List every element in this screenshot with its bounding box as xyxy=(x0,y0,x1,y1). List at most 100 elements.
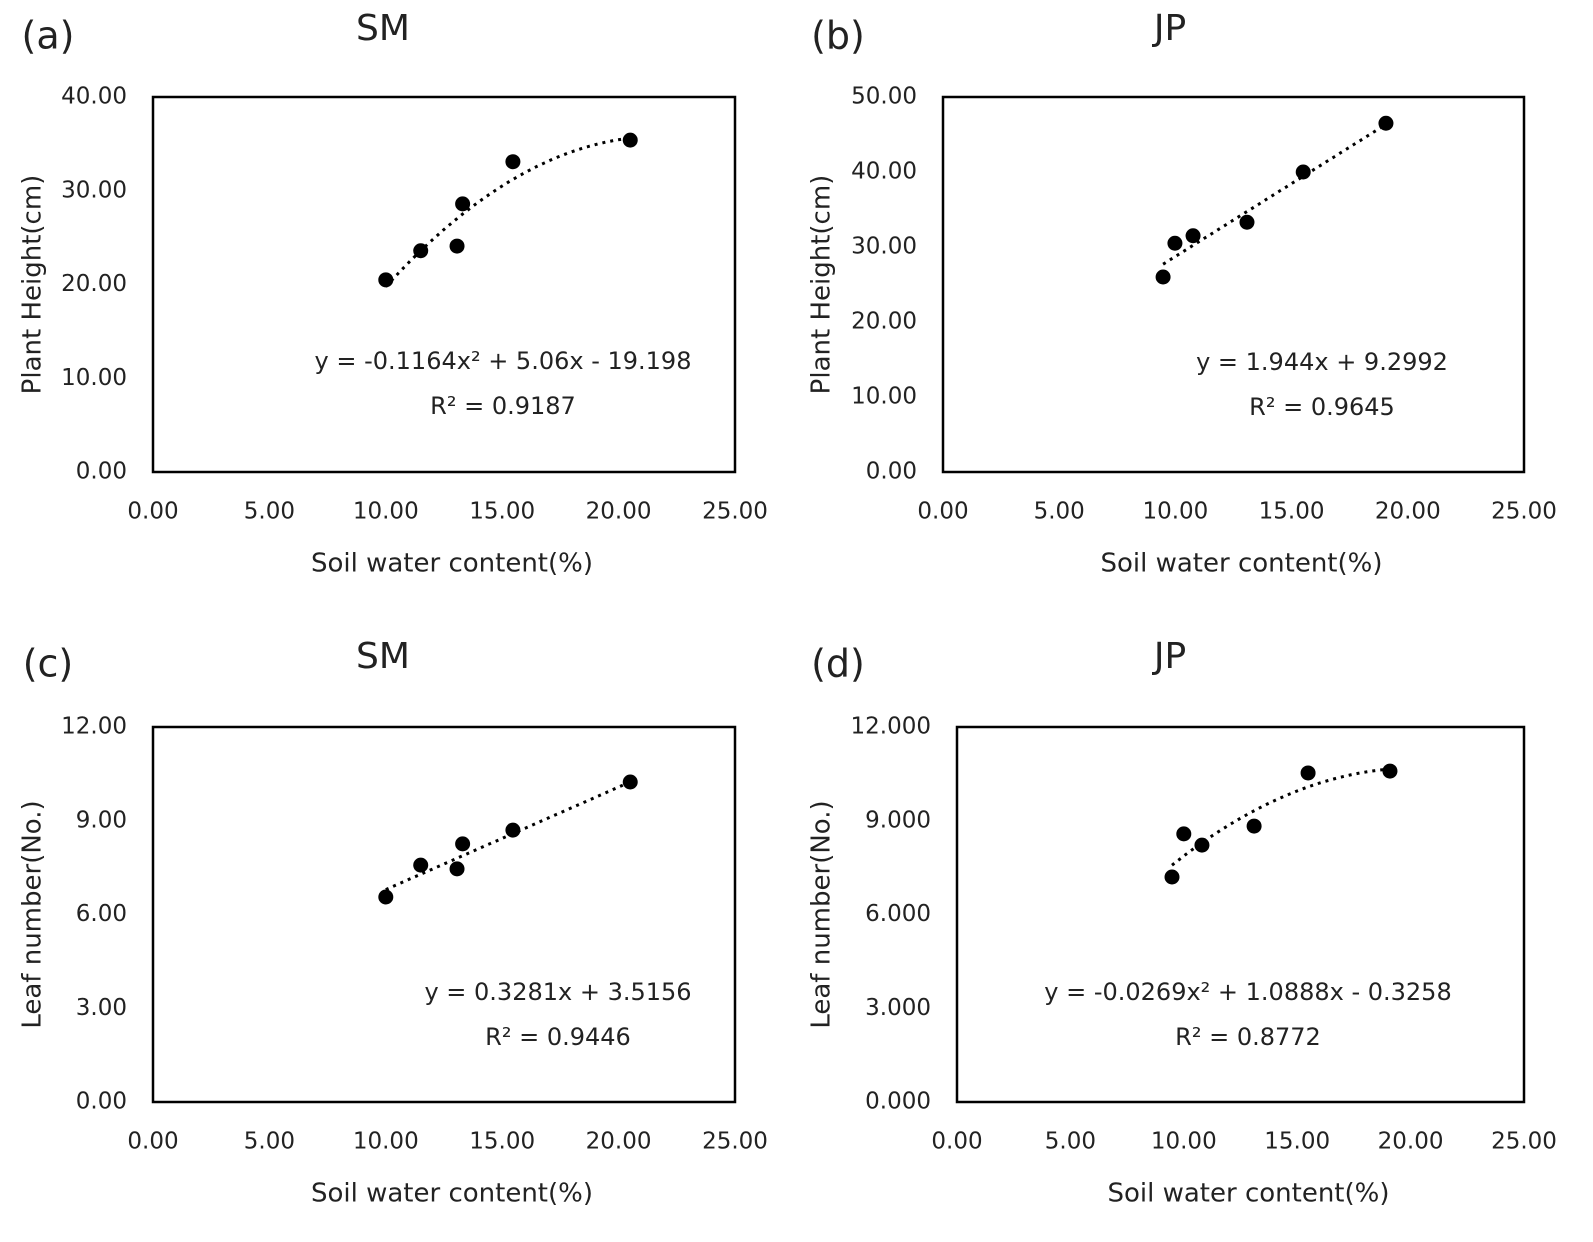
y-tick-label: 3.00 xyxy=(76,995,127,1021)
y-tick-label: 3.000 xyxy=(865,995,931,1021)
x-tick-label: 15.00 xyxy=(1259,499,1325,525)
data-point xyxy=(1155,269,1171,285)
data-point xyxy=(1246,818,1262,834)
chart-title: SM xyxy=(356,636,410,677)
data-point xyxy=(413,243,429,259)
data-point xyxy=(505,822,521,838)
x-tick-label: 20.00 xyxy=(586,1129,652,1155)
y-tick-label: 0.000 xyxy=(865,1089,931,1115)
x-tick-label: 20.00 xyxy=(1375,499,1441,525)
y-tick-label: 9.000 xyxy=(865,807,931,833)
y-tick-label: 12.00 xyxy=(61,714,127,740)
y-axis-label: Plant Height(cm) xyxy=(18,175,48,395)
trend-equation: y = -0.1164x² + 5.06x - 19.198 xyxy=(315,347,692,375)
trend-equation: y = -0.0269x² + 1.0888x - 0.3258 xyxy=(1044,978,1451,1006)
trendline xyxy=(384,136,631,288)
x-axis-label: Soil water content(%) xyxy=(311,1179,593,1209)
x-tick-label: 15.00 xyxy=(469,499,535,525)
data-point xyxy=(1300,765,1316,781)
data-point xyxy=(1378,115,1394,131)
y-axis-label: Leaf number(No.) xyxy=(18,800,48,1028)
data-point xyxy=(622,132,638,148)
x-axis-label: Soil water content(%) xyxy=(1107,1179,1389,1209)
x-tick-label: 10.00 xyxy=(353,1129,419,1155)
y-tick-label: 10.00 xyxy=(61,365,127,391)
y-axis-label: Plant Height(cm) xyxy=(807,175,837,395)
y-tick-label: 6.00 xyxy=(76,901,127,927)
y-tick-label: 6.000 xyxy=(865,901,931,927)
trend-r2: R² = 0.8772 xyxy=(1175,1023,1321,1051)
y-tick-label: 10.00 xyxy=(851,384,917,410)
trend-r2: R² = 0.9187 xyxy=(430,392,576,420)
x-tick-label: 20.00 xyxy=(1378,1129,1444,1155)
y-tick-label: 0.00 xyxy=(76,1089,127,1115)
plot-frame xyxy=(151,95,737,474)
y-tick-label: 9.00 xyxy=(76,807,127,833)
data-point xyxy=(622,774,638,790)
data-point xyxy=(505,154,521,170)
x-tick-label: 25.00 xyxy=(1491,499,1557,525)
x-tick-label: 20.00 xyxy=(586,499,652,525)
chart-title: JP xyxy=(1152,8,1186,49)
x-tick-label: 5.00 xyxy=(244,499,295,525)
data-point xyxy=(449,861,465,877)
x-tick-label: 15.00 xyxy=(1264,1129,1330,1155)
data-point xyxy=(455,196,471,212)
data-point xyxy=(1185,228,1201,244)
data-point xyxy=(455,836,471,852)
x-tick-label: 10.00 xyxy=(1142,499,1208,525)
y-tick-label: 40.00 xyxy=(61,84,127,110)
plot-frame xyxy=(941,95,1526,474)
plot-frame xyxy=(955,725,1526,1104)
panel-label: (d) xyxy=(811,642,865,686)
trend-equation: y = 0.3281x + 3.5156 xyxy=(424,978,691,1006)
x-tick-label: 5.00 xyxy=(1045,1129,1096,1155)
x-axis-label: Soil water content(%) xyxy=(1100,549,1382,579)
x-tick-label: 10.00 xyxy=(353,499,419,525)
data-point xyxy=(1167,235,1183,251)
chart-title: JP xyxy=(1152,636,1186,677)
y-tick-label: 40.00 xyxy=(851,159,917,185)
y-tick-label: 30.00 xyxy=(851,234,917,260)
y-tick-label: 20.00 xyxy=(61,271,127,297)
chart-title: SM xyxy=(356,8,410,49)
y-tick-label: 12.000 xyxy=(851,714,931,740)
x-tick-label: 25.00 xyxy=(1491,1129,1557,1155)
trendline xyxy=(1162,123,1387,266)
x-tick-label: 5.00 xyxy=(1034,499,1085,525)
trend-equation: y = 1.944x + 9.2992 xyxy=(1196,348,1448,376)
panel-label: (b) xyxy=(811,14,865,58)
x-axis-label: Soil water content(%) xyxy=(311,549,593,579)
x-tick-label: 0.00 xyxy=(917,499,968,525)
y-tick-label: 0.00 xyxy=(76,459,127,485)
panel-label: (c) xyxy=(23,642,74,686)
x-tick-label: 25.00 xyxy=(702,1129,768,1155)
y-axis-label: Leaf number(No.) xyxy=(807,800,837,1028)
trendline xyxy=(1171,767,1391,867)
data-point xyxy=(1164,869,1180,885)
data-point xyxy=(413,857,429,873)
x-tick-label: 5.00 xyxy=(244,1129,295,1155)
x-tick-label: 25.00 xyxy=(702,499,768,525)
x-tick-label: 0.00 xyxy=(931,1129,982,1155)
panel-label: (a) xyxy=(22,14,75,58)
x-tick-label: 15.00 xyxy=(469,1129,535,1155)
y-tick-label: 30.00 xyxy=(61,177,127,203)
y-tick-label: 20.00 xyxy=(851,309,917,335)
trend-r2: R² = 0.9446 xyxy=(485,1023,631,1051)
y-tick-label: 50.00 xyxy=(851,84,917,110)
data-point xyxy=(1295,164,1311,180)
data-point xyxy=(1239,214,1255,230)
trend-r2: R² = 0.9645 xyxy=(1249,393,1395,421)
plot-frame xyxy=(151,725,737,1104)
data-point xyxy=(1176,826,1192,842)
x-tick-label: 0.00 xyxy=(127,499,178,525)
data-point xyxy=(378,889,394,905)
data-point xyxy=(449,238,465,254)
x-tick-label: 0.00 xyxy=(127,1129,178,1155)
data-point xyxy=(378,272,394,288)
data-point xyxy=(1194,837,1210,853)
y-tick-label: 0.00 xyxy=(866,459,917,485)
x-tick-label: 10.00 xyxy=(1151,1129,1217,1155)
